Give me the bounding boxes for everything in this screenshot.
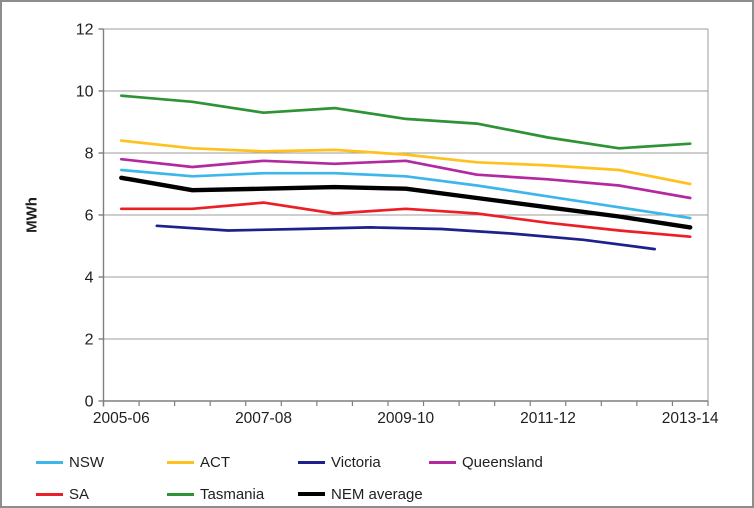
legend-label: SA xyxy=(69,485,90,503)
legend-item-sa: SA xyxy=(36,486,167,503)
line-swatch-icon xyxy=(36,460,63,464)
legend-item-victoria: Victoria xyxy=(298,454,429,471)
legend-item-act: ACT xyxy=(167,454,298,471)
y-tick-label: 8 xyxy=(85,146,94,163)
x-tick-label: 2013-14 xyxy=(662,410,719,427)
y-tick-label: 0 xyxy=(85,394,94,411)
series-line-nem-average xyxy=(119,175,693,230)
series-line-nsw xyxy=(119,168,692,220)
legend-item-nsw: NSW xyxy=(36,454,167,471)
chart-legend: NSW ACT Victoria Queensland SA Tasmania … xyxy=(36,446,669,506)
legend-label: NSW xyxy=(69,453,104,471)
series-line-act xyxy=(119,139,692,186)
y-tick-label: 12 xyxy=(76,22,94,39)
legend-item-queensland: Queensland xyxy=(429,454,669,471)
x-tick-label: 2011-12 xyxy=(520,410,576,427)
legend-label: Queensland xyxy=(462,453,543,471)
y-axis-title: MWh xyxy=(23,197,41,233)
line-swatch-icon xyxy=(36,492,63,496)
y-tick-label: 4 xyxy=(85,270,94,287)
y-tick-label: 10 xyxy=(76,84,94,101)
x-tick-label: 2009-10 xyxy=(377,410,434,427)
legend-label: NEM average xyxy=(331,485,423,503)
legend-label: Tasmania xyxy=(200,485,265,503)
legend-item-tasmania: Tasmania xyxy=(167,486,298,503)
y-tick-label: 2 xyxy=(85,332,94,349)
y-tick-label: 6 xyxy=(85,208,94,225)
line-swatch-icon xyxy=(429,460,456,464)
series-line-sa xyxy=(119,201,692,239)
x-tick-label: 2007-08 xyxy=(235,410,292,427)
series-line-tasmania xyxy=(119,94,692,150)
x-tick-label: 2005-06 xyxy=(93,410,150,427)
legend-label: Victoria xyxy=(331,453,381,471)
line-swatch-icon xyxy=(167,492,194,496)
line-chart: 0 2 4 6 8 10 12 2005-06 2007-08 2009-10 2011-12 201… xyxy=(76,22,719,428)
line-swatch-icon xyxy=(298,491,325,497)
legend-item-nem-average: NEM average xyxy=(298,486,429,503)
line-swatch-icon xyxy=(167,460,194,464)
series-line-queensland xyxy=(119,157,692,200)
series-line-victoria xyxy=(155,224,657,251)
legend-label: ACT xyxy=(200,453,230,471)
line-swatch-icon xyxy=(298,460,325,464)
